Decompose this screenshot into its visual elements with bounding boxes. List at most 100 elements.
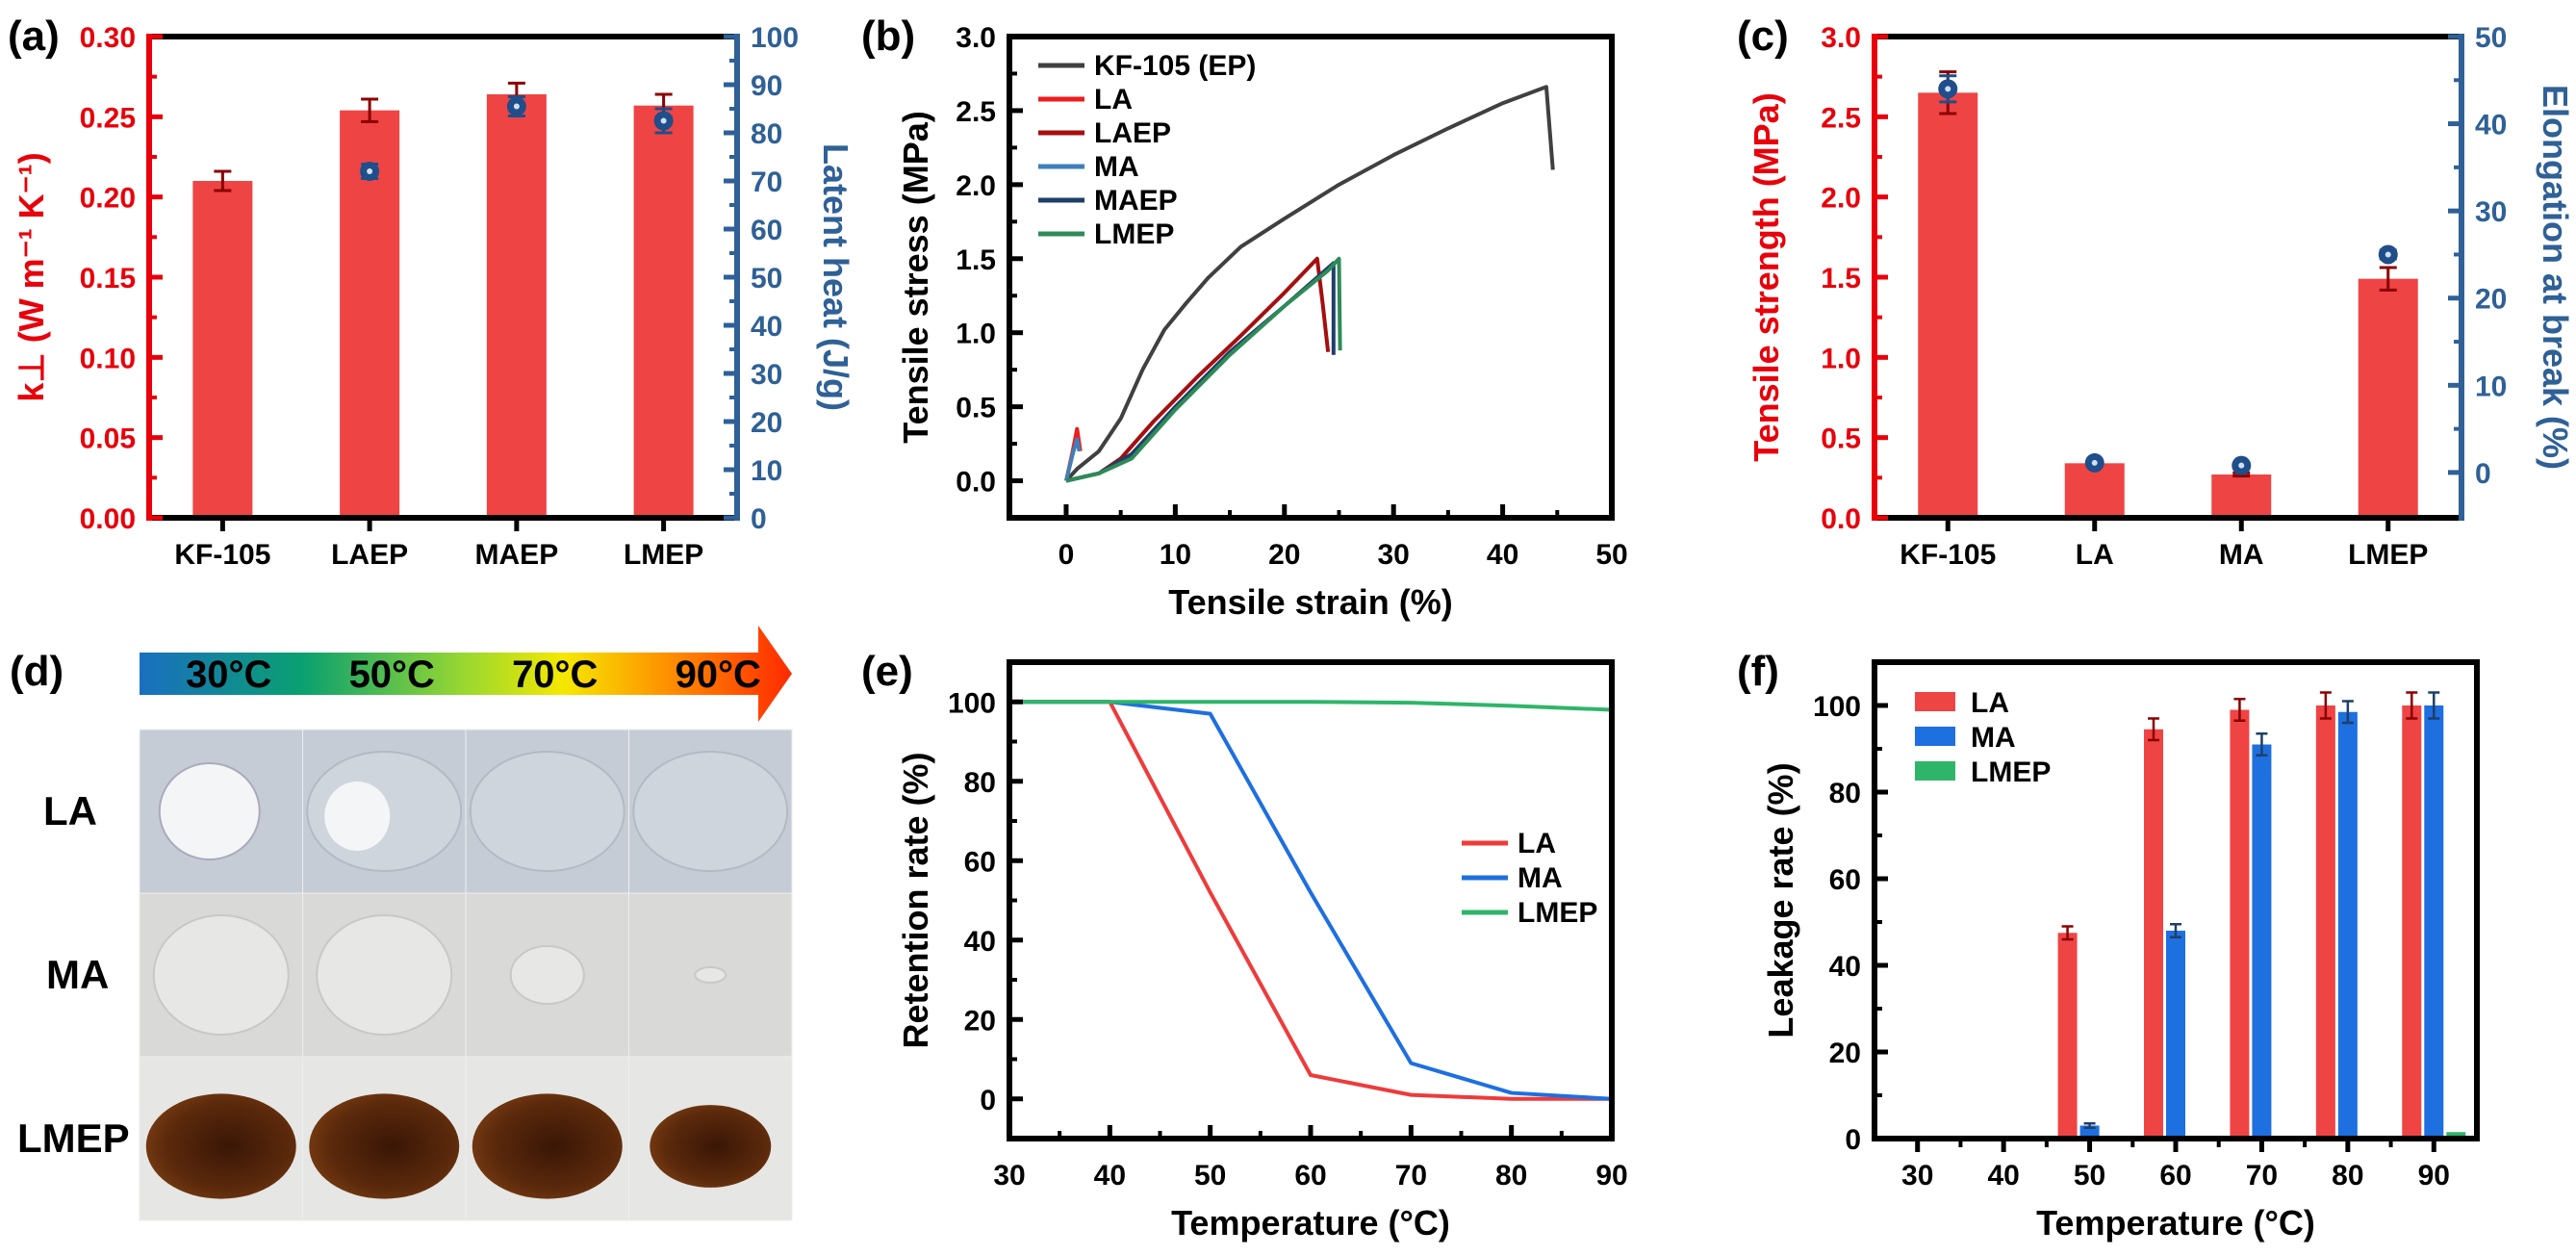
photo-LMEP-90°C bbox=[628, 1056, 793, 1221]
row-label-MA: MA bbox=[46, 952, 109, 997]
sample-blob bbox=[158, 762, 261, 860]
x-tick-label: MA bbox=[2219, 539, 2264, 571]
y-tick-label: 3.0 bbox=[1821, 22, 1861, 54]
legend-item-LMEP: LMEP bbox=[1462, 897, 1597, 929]
y-tick-label: 40 bbox=[964, 926, 996, 958]
chart-c: 0.0 0.5 1.0 1.5 2.0 2.5 3.0 0 10 20 30 40 50 Elongati… bbox=[1747, 22, 2575, 571]
x-tick-label: 40 bbox=[1094, 1160, 1126, 1192]
legend-item-MAEP: MAEP bbox=[1038, 185, 1178, 217]
y2-point-center bbox=[513, 103, 520, 110]
legend-swatch bbox=[1915, 727, 1955, 746]
legend-label: MA bbox=[1094, 151, 1139, 183]
x-tick-label: 90 bbox=[2418, 1160, 2450, 1192]
error-bar bbox=[2319, 691, 2332, 720]
temperature-gradient-arrow: 30°C 50°C 70°C 90°C bbox=[140, 626, 792, 722]
x-tick-label: 60 bbox=[1294, 1160, 1326, 1192]
photo-panel: 30°C 50°C 70°C 90°C LA MA LMEP bbox=[17, 626, 793, 1221]
line-LMEP bbox=[1065, 256, 1342, 483]
y-tick-label: 0.25 bbox=[80, 102, 136, 134]
panel-label-d: (d) bbox=[10, 648, 64, 695]
y-tick-label: 80 bbox=[964, 767, 996, 799]
line-KF-105 (EP) bbox=[1064, 85, 1555, 482]
chart-b: 0.0 0.5 1.0 1.5 2.0 2.5 3.0 0 10 20 30 40 50 Tensile … bbox=[896, 22, 1628, 622]
y2-point-center bbox=[660, 117, 667, 124]
error-bar bbox=[2341, 700, 2354, 725]
y2-tick-label: 50 bbox=[2475, 22, 2507, 54]
x-tick-label: 10 bbox=[1160, 539, 1191, 571]
x-axis-title: Tensile strain (%) bbox=[1168, 582, 1452, 622]
y2-point-center bbox=[367, 168, 373, 174]
sample-blob bbox=[650, 1105, 772, 1188]
error-bar bbox=[2256, 732, 2268, 756]
y2-point-center bbox=[1945, 86, 1951, 92]
legend-label: LMEP bbox=[1094, 218, 1174, 250]
y-tick-label: 0 bbox=[1845, 1124, 1861, 1156]
x-tick-label: LMEP bbox=[2348, 539, 2428, 571]
x-tick-label: KF-105 bbox=[174, 539, 270, 571]
y-tick-label: 40 bbox=[1829, 951, 1861, 983]
melted-sample bbox=[469, 751, 625, 872]
photo-LA-30°C bbox=[139, 729, 303, 894]
x-tick-label: 20 bbox=[1268, 539, 1300, 571]
y2-tick-label: 10 bbox=[2475, 371, 2507, 402]
y-tick-label: 0.5 bbox=[1821, 423, 1861, 455]
temperature-label: 50°C bbox=[349, 654, 435, 696]
panel-label-a: (a) bbox=[8, 13, 60, 60]
y2-point-center bbox=[2238, 462, 2245, 469]
y-tick-label: 80 bbox=[1829, 778, 1861, 809]
x-tick-label: 90 bbox=[1595, 1160, 1627, 1192]
solid-remnant bbox=[324, 782, 391, 851]
legend-item-LAEP: LAEP bbox=[1038, 117, 1171, 149]
temperature-label: 30°C bbox=[186, 654, 271, 696]
photo-LA-50°C bbox=[302, 729, 467, 894]
legend-label: KF-105 (EP) bbox=[1094, 50, 1256, 82]
y2-tick-label: 10 bbox=[751, 455, 782, 487]
panel-label-f: (f) bbox=[1737, 648, 1779, 695]
y2-tick-label: 40 bbox=[2475, 110, 2507, 141]
photo-MA-30°C bbox=[139, 892, 303, 1058]
error-bar bbox=[2083, 1122, 2096, 1129]
y2-tick-label: 60 bbox=[751, 215, 782, 246]
y2-tick-label: 80 bbox=[751, 118, 782, 150]
legend-item-LMEP: LMEP bbox=[1038, 218, 1174, 250]
sample-blob bbox=[509, 945, 585, 1005]
charts: 0.000.050.100.150.200.250.30010203040506… bbox=[12, 22, 2575, 1243]
y-axis-title: k⊥ (W m⁻¹ K⁻¹) bbox=[12, 152, 51, 401]
y2-tick-label: 20 bbox=[2475, 284, 2507, 316]
photo-MA-70°C bbox=[465, 892, 629, 1058]
y-tick-label: 0.00 bbox=[80, 503, 136, 535]
y2-tick-label: 90 bbox=[751, 70, 782, 102]
y-tick-label: 2.5 bbox=[1821, 102, 1861, 134]
bar-KF-105 bbox=[192, 181, 253, 518]
y2-tick-label: 50 bbox=[751, 263, 782, 295]
legend-label: LMEP bbox=[1518, 897, 1597, 929]
line-LMEP bbox=[1009, 700, 1613, 712]
legend-item-MA: MA bbox=[1038, 151, 1139, 183]
y2-tick-label: 40 bbox=[751, 311, 782, 343]
x-tick-label: LAEP bbox=[331, 539, 408, 571]
bar-LMEP-90 bbox=[2446, 1132, 2466, 1139]
error-bar bbox=[2148, 717, 2159, 742]
y2-tick-label: 20 bbox=[751, 407, 782, 439]
x-tick-label: 50 bbox=[1194, 1160, 1226, 1192]
x-tick-label: 30 bbox=[1901, 1160, 1933, 1192]
y2-axis-title: Latent heat (J/g) bbox=[816, 143, 855, 411]
y-tick-label: 0.30 bbox=[80, 22, 136, 54]
x-tick-label: 80 bbox=[1495, 1160, 1527, 1192]
bar-LA-80 bbox=[2315, 705, 2335, 1139]
y2-tick-label: 0 bbox=[2475, 458, 2491, 490]
error-bar bbox=[2170, 923, 2181, 938]
y-tick-label: 0.20 bbox=[80, 183, 136, 215]
bar-MA-90 bbox=[2424, 705, 2444, 1139]
legend-item-MA: MA bbox=[1915, 722, 2016, 754]
y2-axis-title: Elongation at break (%) bbox=[2536, 85, 2575, 470]
bar-LA-70 bbox=[2230, 709, 2250, 1139]
y-tick-label: 1.0 bbox=[1821, 343, 1861, 374]
legend-label: LA bbox=[1094, 84, 1133, 115]
bar-LA-90 bbox=[2402, 705, 2422, 1139]
error-bar bbox=[214, 169, 232, 192]
y2-tick-label: 30 bbox=[751, 359, 782, 391]
y-tick-label: 0.5 bbox=[956, 393, 996, 424]
legend-label: LMEP bbox=[1971, 756, 2051, 788]
